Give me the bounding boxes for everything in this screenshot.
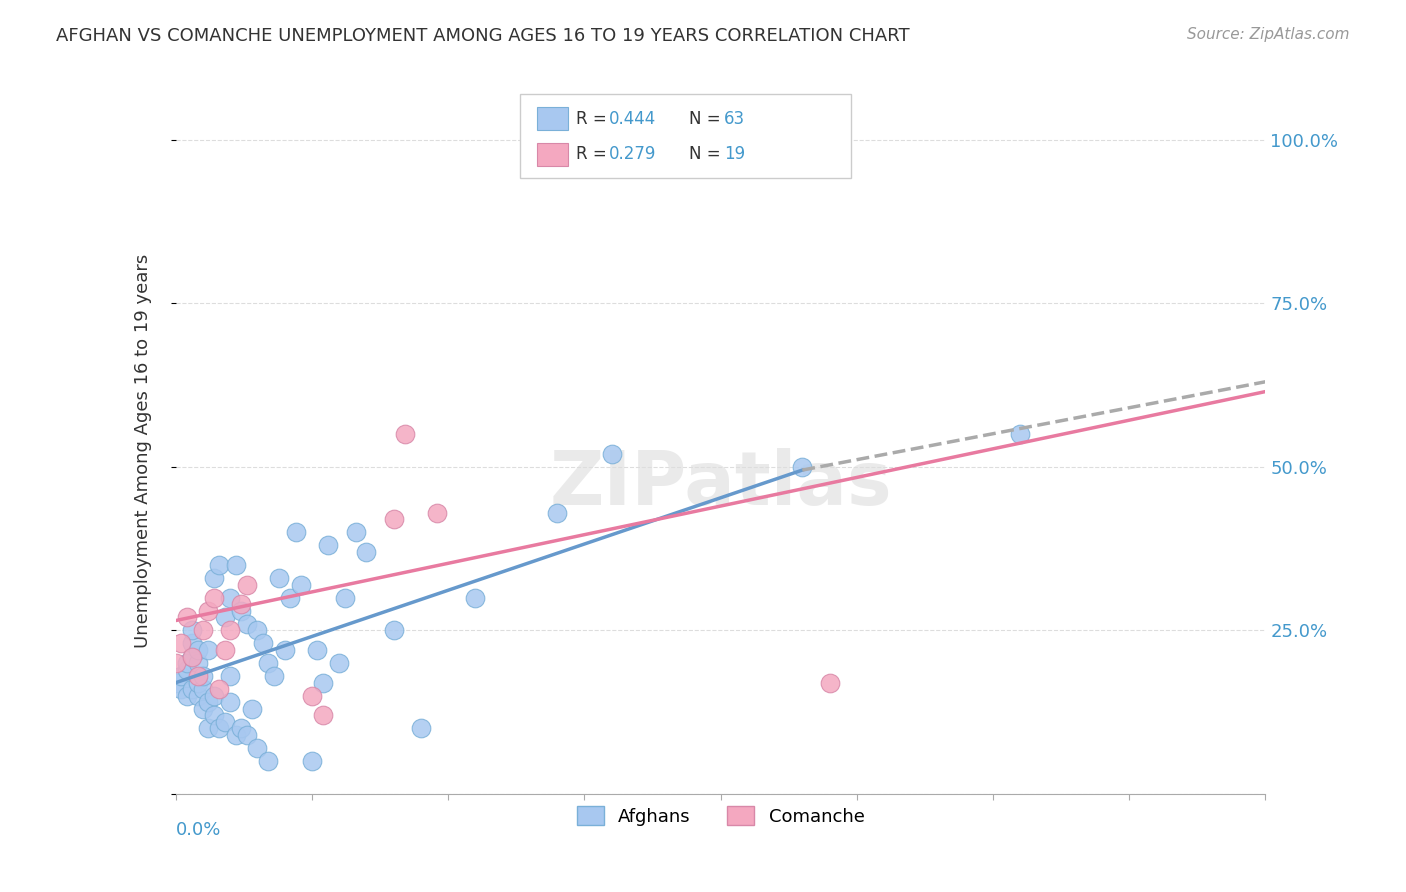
Point	[382, 624, 405, 638]
Point	[186, 689, 209, 703]
Point	[426, 506, 449, 520]
Point	[301, 754, 323, 768]
Point	[257, 656, 280, 670]
Point	[170, 682, 193, 697]
Point	[181, 682, 204, 697]
Point	[181, 649, 204, 664]
Point	[176, 610, 198, 624]
Point	[235, 728, 257, 742]
Point	[219, 624, 242, 638]
Point	[328, 656, 350, 670]
Point	[197, 695, 219, 709]
Text: 0.279: 0.279	[609, 145, 657, 163]
Point	[818, 675, 841, 690]
Text: ZIPatlas: ZIPatlas	[550, 449, 891, 521]
Point	[208, 558, 231, 572]
Point	[214, 643, 236, 657]
Point	[312, 675, 335, 690]
Point	[197, 722, 219, 736]
Text: 0.0%: 0.0%	[176, 822, 221, 839]
Point	[191, 702, 214, 716]
Point	[409, 722, 432, 736]
Text: 63: 63	[724, 110, 745, 128]
Point	[197, 604, 219, 618]
Point	[202, 591, 225, 605]
Point	[246, 624, 269, 638]
Point	[307, 643, 329, 657]
Point	[186, 669, 209, 683]
Point	[235, 577, 257, 591]
Point	[176, 689, 198, 703]
Point	[225, 728, 247, 742]
Point	[186, 675, 209, 690]
Point	[186, 643, 209, 657]
Point	[208, 682, 231, 697]
Text: AFGHAN VS COMANCHE UNEMPLOYMENT AMONG AGES 16 TO 19 YEARS CORRELATION CHART: AFGHAN VS COMANCHE UNEMPLOYMENT AMONG AG…	[56, 27, 910, 45]
Point	[219, 669, 242, 683]
Point	[278, 591, 301, 605]
Point	[290, 577, 312, 591]
Point	[176, 663, 198, 677]
Point	[301, 689, 323, 703]
Point	[202, 708, 225, 723]
Y-axis label: Unemployment Among Ages 16 to 19 years: Unemployment Among Ages 16 to 19 years	[134, 253, 152, 648]
Point	[165, 675, 187, 690]
Point	[214, 714, 236, 729]
Point	[191, 669, 214, 683]
Point	[191, 624, 214, 638]
Point	[181, 636, 204, 650]
Point	[176, 656, 198, 670]
Point	[792, 459, 814, 474]
Point	[600, 447, 623, 461]
Point	[269, 571, 291, 585]
Point	[197, 643, 219, 657]
Text: R =: R =	[576, 145, 613, 163]
Point	[231, 597, 253, 611]
Point	[202, 689, 225, 703]
Point	[208, 722, 231, 736]
Point	[214, 610, 236, 624]
Point	[202, 571, 225, 585]
Point	[225, 558, 247, 572]
Point	[235, 616, 257, 631]
Point	[318, 538, 340, 552]
Point	[257, 754, 280, 768]
Text: N =: N =	[689, 145, 725, 163]
Point	[274, 643, 297, 657]
Point	[464, 591, 486, 605]
Point	[333, 591, 356, 605]
Point	[1010, 427, 1032, 442]
Text: Source: ZipAtlas.com: Source: ZipAtlas.com	[1187, 27, 1350, 42]
Point	[181, 649, 204, 664]
Point	[263, 669, 285, 683]
Point	[240, 702, 263, 716]
Point	[344, 525, 367, 540]
Point	[186, 656, 209, 670]
Point	[284, 525, 307, 540]
Point	[170, 669, 193, 683]
Point	[231, 722, 253, 736]
Text: 19: 19	[724, 145, 745, 163]
Point	[181, 624, 204, 638]
Point	[252, 636, 274, 650]
Point	[191, 682, 214, 697]
Point	[246, 741, 269, 756]
Point	[312, 708, 335, 723]
Text: N =: N =	[689, 110, 725, 128]
Point	[546, 506, 568, 520]
Point	[219, 591, 242, 605]
Text: R =: R =	[576, 110, 613, 128]
Point	[382, 512, 405, 526]
Point	[165, 656, 187, 670]
Point	[170, 636, 193, 650]
Text: 0.444: 0.444	[609, 110, 657, 128]
Legend: Afghans, Comanche: Afghans, Comanche	[569, 799, 872, 833]
Point	[231, 604, 253, 618]
Point	[356, 545, 378, 559]
Point	[219, 695, 242, 709]
Point	[394, 427, 416, 442]
